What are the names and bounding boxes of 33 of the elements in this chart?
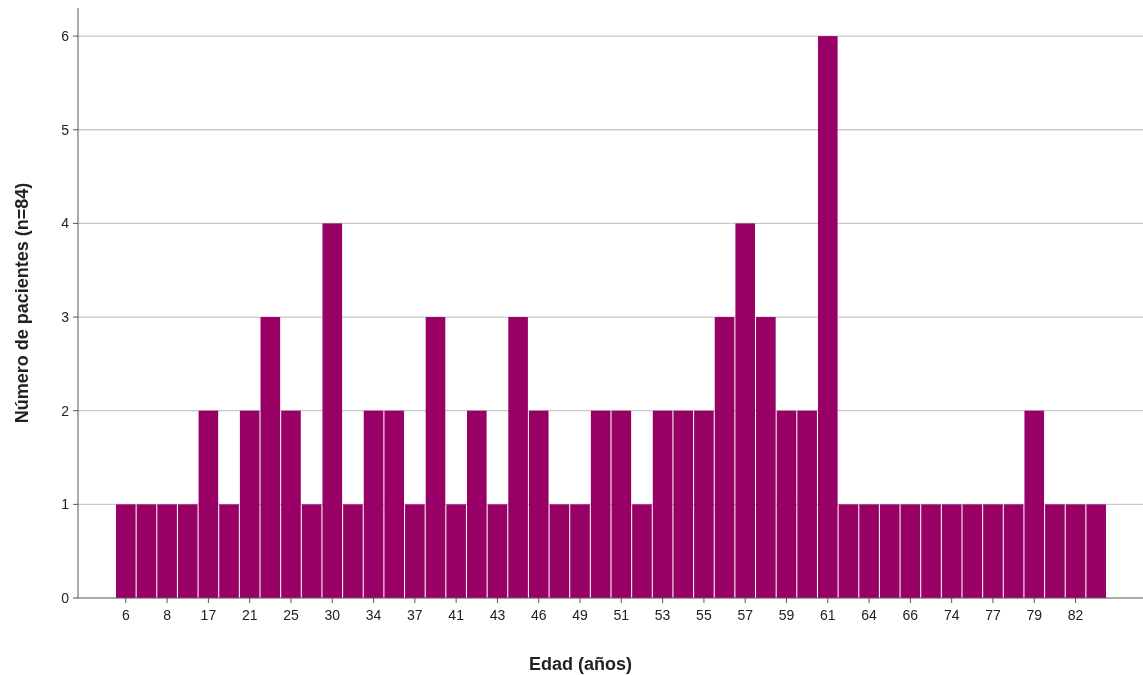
x-tick-label: 57: [737, 607, 754, 623]
x-tick-label: 37: [407, 607, 423, 623]
x-tick-label: 82: [1067, 607, 1084, 623]
x-tick-label: 77: [985, 607, 1001, 623]
y-tick-label: 0: [61, 589, 70, 606]
y-tick-label: 3: [61, 308, 70, 325]
x-tick-label: 59: [778, 607, 795, 623]
x-tick-label: 41: [448, 607, 465, 623]
x-tick-label: 66: [902, 607, 919, 623]
x-tick-label: 74: [943, 607, 960, 623]
x-tick-label: 30: [324, 607, 341, 623]
x-tick-label: 43: [489, 607, 506, 623]
y-tick-label: 6: [61, 28, 70, 44]
x-tick-label: 46: [530, 607, 547, 623]
y-axis-title: Número de pacientes (n=84): [12, 182, 32, 424]
x-tick-label: 25: [283, 607, 299, 623]
y-tick-label: 2: [61, 402, 70, 419]
x-tick-label: 21: [241, 607, 258, 623]
x-tick-label: 6: [121, 607, 130, 623]
x-tick-label: 55: [696, 607, 712, 623]
x-tick-label: 79: [1026, 607, 1043, 623]
x-tick-label: 49: [572, 607, 589, 623]
y-tick-label: 4: [61, 215, 70, 232]
x-tick-label: 51: [613, 607, 630, 623]
x-tick-label: 34: [365, 607, 382, 623]
x-tick-label: 8: [163, 607, 172, 623]
x-tick-label: 17: [200, 607, 217, 623]
x-axis-title: Edad (años): [528, 654, 633, 674]
y-tick-label: 1: [61, 496, 70, 513]
x-tick-label: 53: [654, 607, 671, 623]
x-tick-label: 61: [820, 607, 836, 623]
x-tick-label: 64: [861, 607, 878, 623]
y-tick-label: 5: [61, 121, 70, 138]
